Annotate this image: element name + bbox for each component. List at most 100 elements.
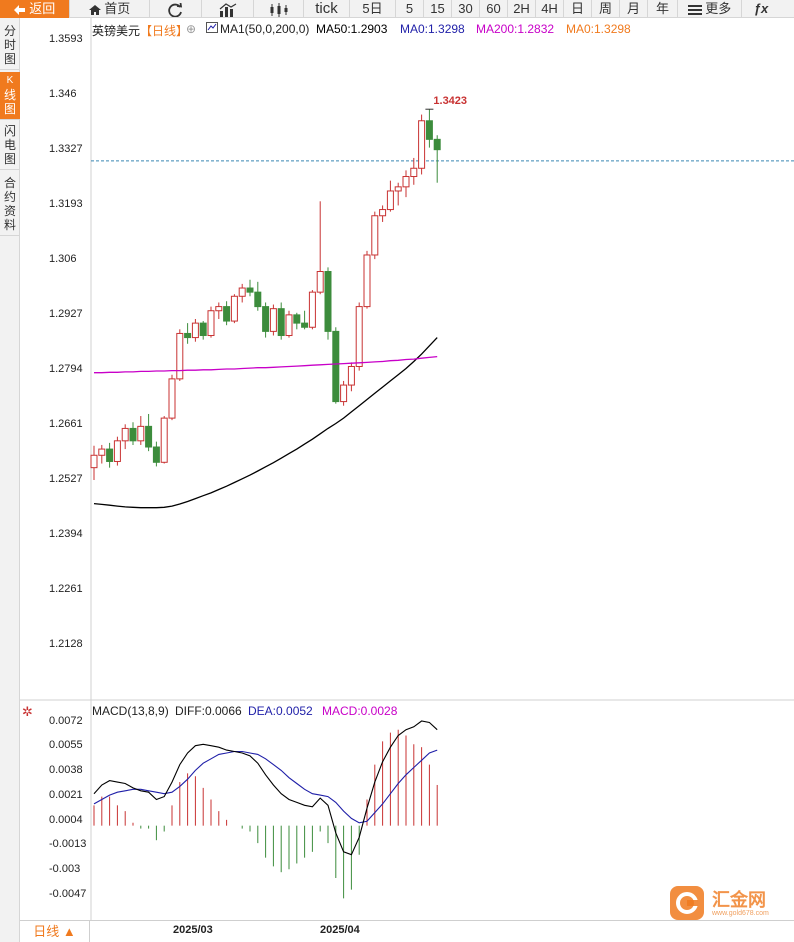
macd-axis-label: 0.0004 xyxy=(49,814,83,826)
candle-up xyxy=(121,427,129,442)
formula-button[interactable]: ƒx xyxy=(742,0,780,18)
candle-down xyxy=(293,314,301,324)
ma0-label-2: MA0:1.3298 xyxy=(566,22,631,36)
candle-down xyxy=(324,271,332,332)
sidebar-char: 时 xyxy=(3,38,16,52)
indicator-button[interactable] xyxy=(202,0,254,18)
sidebar-char: 资 xyxy=(3,204,16,218)
home-button[interactable]: 首页 xyxy=(70,0,150,18)
period-4h[interactable]: 4H xyxy=(536,0,564,18)
ma50-line xyxy=(93,337,438,509)
period-day[interactable]: 日 xyxy=(564,0,592,18)
candle-up xyxy=(316,271,324,293)
candle-up xyxy=(160,417,168,463)
price-axis-label: 1.346 xyxy=(49,88,77,100)
sidebar-char: 图 xyxy=(3,52,16,66)
candle-down xyxy=(254,291,262,308)
period-year[interactable]: 年 xyxy=(648,0,678,18)
macd-settings-icon[interactable]: ✲ xyxy=(22,704,33,719)
macd-dea-label: DEA:0.0052 xyxy=(248,704,313,718)
period-selector[interactable]: 日线 ▲ xyxy=(20,921,90,942)
symbol-name: 英镑美元 xyxy=(92,24,141,38)
period-tag: 【日线】 xyxy=(140,24,189,38)
macd-axis-label: 0.0055 xyxy=(49,739,83,751)
sidebar-item-flash[interactable]: 闪 电 图 xyxy=(0,122,20,170)
candle-up xyxy=(238,287,246,297)
candle-down xyxy=(277,308,285,337)
back-label: 返回 xyxy=(29,1,56,16)
candle-down xyxy=(184,332,192,339)
sidebar-item-timeshare[interactable]: 分 时 图 xyxy=(0,22,20,70)
macd-title: MACD(13,8,9) xyxy=(92,704,169,718)
period-60min[interactable]: 60 xyxy=(480,0,508,18)
candle-down xyxy=(106,448,114,462)
macd-axis-label: 0.0038 xyxy=(49,764,83,776)
candle-up xyxy=(410,167,418,178)
sidebar-item-kline[interactable]: K 线 图 xyxy=(0,72,20,120)
candle-up xyxy=(98,448,106,456)
macd-diff-label: DIFF:0.0066 xyxy=(175,704,242,718)
period-30min[interactable]: 30 xyxy=(452,0,480,18)
candle-up xyxy=(418,120,426,169)
macd-axis-label: -0.0013 xyxy=(49,838,87,850)
period-5day[interactable]: 5日 xyxy=(350,0,396,18)
back-button[interactable]: 返回 xyxy=(0,0,70,18)
macd-value-label: MACD:0.0028 xyxy=(322,704,398,718)
price-axis-label: 1.3327 xyxy=(49,143,83,155)
time-axis: 日线 ▲ 2025/03 2025/04 xyxy=(20,920,794,942)
candle-up xyxy=(355,306,363,367)
candle-up xyxy=(347,365,355,386)
sidebar-item-contract[interactable]: 合 约 资 料 xyxy=(0,174,20,236)
ma1-label: MA1(50,0,200,0) xyxy=(220,22,310,36)
ma200-line xyxy=(94,355,438,374)
sidebar-char: 图 xyxy=(3,152,16,166)
candle-up xyxy=(386,190,394,211)
candle-down xyxy=(246,287,254,293)
candle-down xyxy=(425,120,433,140)
price-axis-label: 1.2794 xyxy=(49,363,83,375)
ma200-label: MA200:1.2832 xyxy=(476,22,555,36)
period-15min[interactable]: 15 xyxy=(424,0,452,18)
settings-circle-icon[interactable]: ⊕ xyxy=(186,22,197,36)
ma0-label: MA0:1.3298 xyxy=(400,22,465,36)
sidebar-char: K xyxy=(6,75,14,86)
macd-axis-label: -0.0047 xyxy=(49,888,87,900)
period-tick[interactable]: tick xyxy=(304,0,350,18)
chart-pane: 英镑美元 【日线】 ⊕ MA1(50,0,200,0) MA50:1.2903 … xyxy=(20,18,794,942)
period-month[interactable]: 月 xyxy=(620,0,648,18)
back-arrow-icon xyxy=(13,4,25,15)
price-axis-label: 1.2394 xyxy=(49,528,83,540)
period-2h[interactable]: 2H xyxy=(508,0,536,18)
candle-up xyxy=(269,308,277,332)
period-week[interactable]: 周 xyxy=(592,0,620,18)
candle-up xyxy=(371,215,379,256)
candle-up xyxy=(207,310,215,337)
sidebar-char: 合 xyxy=(3,176,16,190)
candle-down xyxy=(223,306,231,322)
candle-up xyxy=(113,440,121,462)
candle-down xyxy=(262,306,270,332)
candle-up xyxy=(340,384,348,403)
candle-up xyxy=(215,306,223,312)
diff-line xyxy=(93,720,438,856)
period-5min[interactable]: 5 xyxy=(396,0,424,18)
kline-chart[interactable]: 1.3423 xyxy=(20,18,794,920)
candle-style-button[interactable] xyxy=(254,0,304,18)
indicator-toggle-icon[interactable] xyxy=(206,22,218,36)
sidebar-char: 料 xyxy=(3,218,16,232)
candlestick-icon xyxy=(270,2,287,17)
candle-up xyxy=(168,378,176,419)
sidebar-char: 闪 xyxy=(3,124,16,138)
sidebar-char: 分 xyxy=(3,24,16,38)
sidebar-char: 图 xyxy=(3,102,16,116)
more-button[interactable]: 更多 xyxy=(678,0,742,18)
home-label: 首页 xyxy=(104,1,131,16)
candle-up xyxy=(379,209,387,217)
refresh-button[interactable] xyxy=(150,0,202,18)
refresh-icon xyxy=(167,2,182,18)
fx-icon: ƒx xyxy=(753,1,769,16)
candle-down xyxy=(332,330,340,403)
bar-chart-icon xyxy=(219,2,236,17)
home-icon xyxy=(88,4,101,15)
candle-down xyxy=(433,138,441,151)
